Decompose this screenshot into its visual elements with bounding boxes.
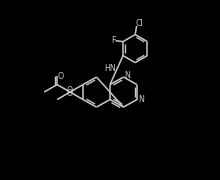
Text: N: N bbox=[139, 95, 145, 104]
Text: O: O bbox=[57, 72, 64, 81]
Text: N: N bbox=[124, 71, 130, 80]
Text: HN: HN bbox=[104, 64, 116, 73]
Text: O: O bbox=[66, 86, 72, 95]
Text: F: F bbox=[111, 36, 116, 45]
Text: Cl: Cl bbox=[135, 19, 143, 28]
Text: O: O bbox=[66, 89, 72, 98]
